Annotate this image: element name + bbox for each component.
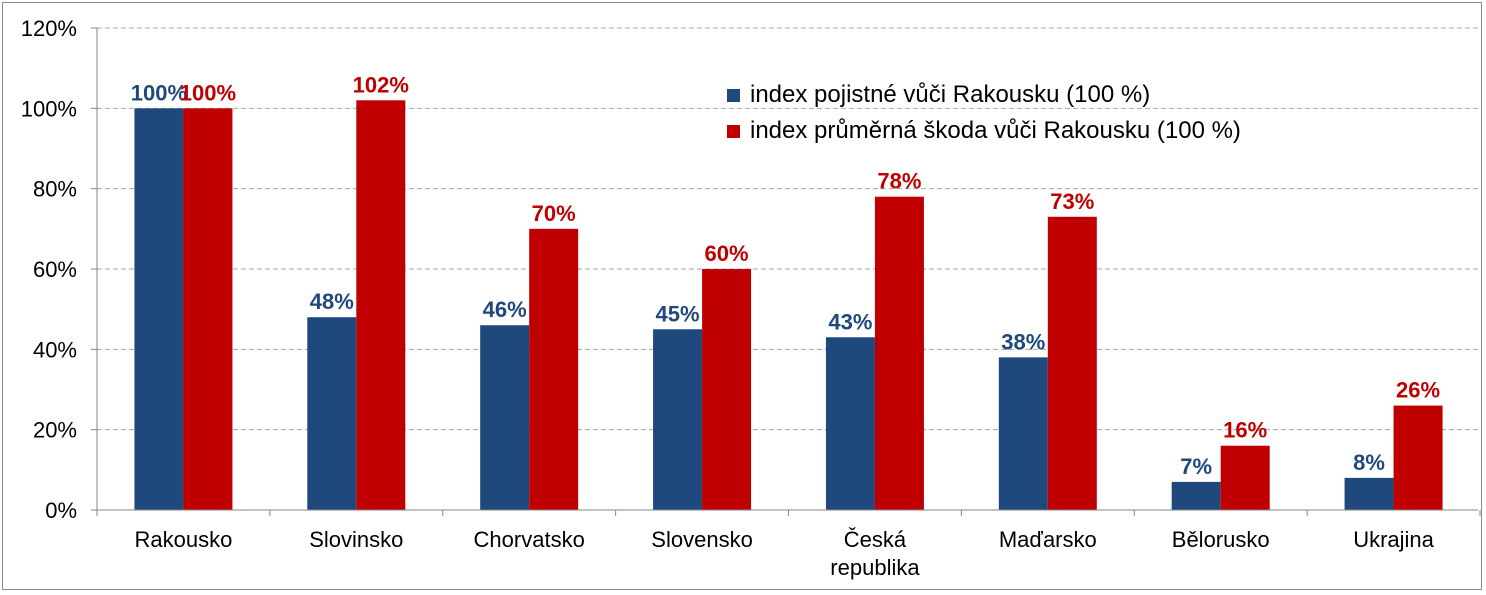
- data-label: 46%: [483, 297, 527, 322]
- data-label: 8%: [1353, 450, 1385, 475]
- axes: [91, 27, 1481, 516]
- x-axis-tick-labels: Rakousko Slovinsko Chorvatsko Slovensko Česk…: [135, 527, 1435, 580]
- x-tick-label: Maďarsko: [999, 527, 1097, 552]
- data-label: 45%: [656, 301, 700, 326]
- x-tick-label: Chorvatsko: [474, 527, 585, 552]
- data-label: 48%: [310, 289, 354, 314]
- bar: [134, 108, 184, 510]
- data-label: 43%: [828, 309, 872, 334]
- bars: [134, 100, 1443, 511]
- x-tick-label: Rakousko: [135, 527, 233, 552]
- legend: index pojistné vůči Rakousku (100 %) inde…: [727, 81, 1241, 144]
- bar: [1171, 481, 1221, 510]
- x-tick-label: Bělorusko: [1172, 527, 1270, 552]
- y-tick-label: 20%: [33, 418, 77, 443]
- y-tick-label: 120%: [21, 16, 77, 41]
- y-tick-label: 100%: [21, 96, 77, 121]
- y-tick-label: 80%: [33, 177, 77, 202]
- bar: [529, 228, 579, 511]
- gridlines: [97, 27, 1478, 431]
- data-labels: 100%100% 48% 102% 46% 70% 45% 60% 43% 78% 38% 73% 7…: [131, 72, 1440, 479]
- y-tick-label: 60%: [33, 257, 77, 282]
- x-tick-label: Česká: [844, 527, 907, 552]
- data-label: 38%: [1001, 329, 1045, 354]
- bar: [356, 100, 406, 511]
- bar: [1220, 445, 1270, 510]
- bar: [1047, 216, 1097, 511]
- data-label: 102%: [353, 72, 409, 97]
- data-label: 100%: [131, 80, 187, 105]
- y-tick-label: 40%: [33, 337, 77, 362]
- data-label: 7%: [1180, 454, 1212, 479]
- bar: [307, 317, 357, 510]
- bar: [1393, 405, 1443, 510]
- bar: [998, 357, 1048, 510]
- data-label: 100%: [180, 80, 236, 105]
- x-tick-label: Ukrajina: [1353, 527, 1434, 552]
- x-tick-label: republika: [830, 555, 920, 580]
- bar: [1344, 477, 1394, 510]
- data-label: 26%: [1396, 378, 1440, 403]
- bar: [874, 196, 924, 510]
- data-label: 16%: [1223, 418, 1267, 443]
- bar: [480, 325, 530, 510]
- bar: [653, 329, 703, 510]
- bar: [702, 269, 752, 510]
- bar: [825, 337, 875, 510]
- data-label: 70%: [532, 201, 576, 226]
- y-axis-tick-labels: 0% 20% 40% 60% 80% 100% 120%: [21, 16, 77, 523]
- legend-swatch: [727, 125, 740, 138]
- x-tick-label: Slovensko: [651, 527, 753, 552]
- bar: [183, 108, 233, 510]
- x-tick-label: Slovinsko: [309, 527, 403, 552]
- data-label: 60%: [705, 241, 749, 266]
- legend-label: index pojistné vůči Rakousku (100 %): [750, 81, 1150, 108]
- data-label: 73%: [1050, 189, 1094, 214]
- legend-label: index průměrná škoda vůči Rakousku (100 …: [750, 117, 1241, 144]
- legend-swatch: [727, 89, 740, 102]
- y-tick-label: 0%: [45, 498, 77, 523]
- data-label: 78%: [877, 169, 921, 194]
